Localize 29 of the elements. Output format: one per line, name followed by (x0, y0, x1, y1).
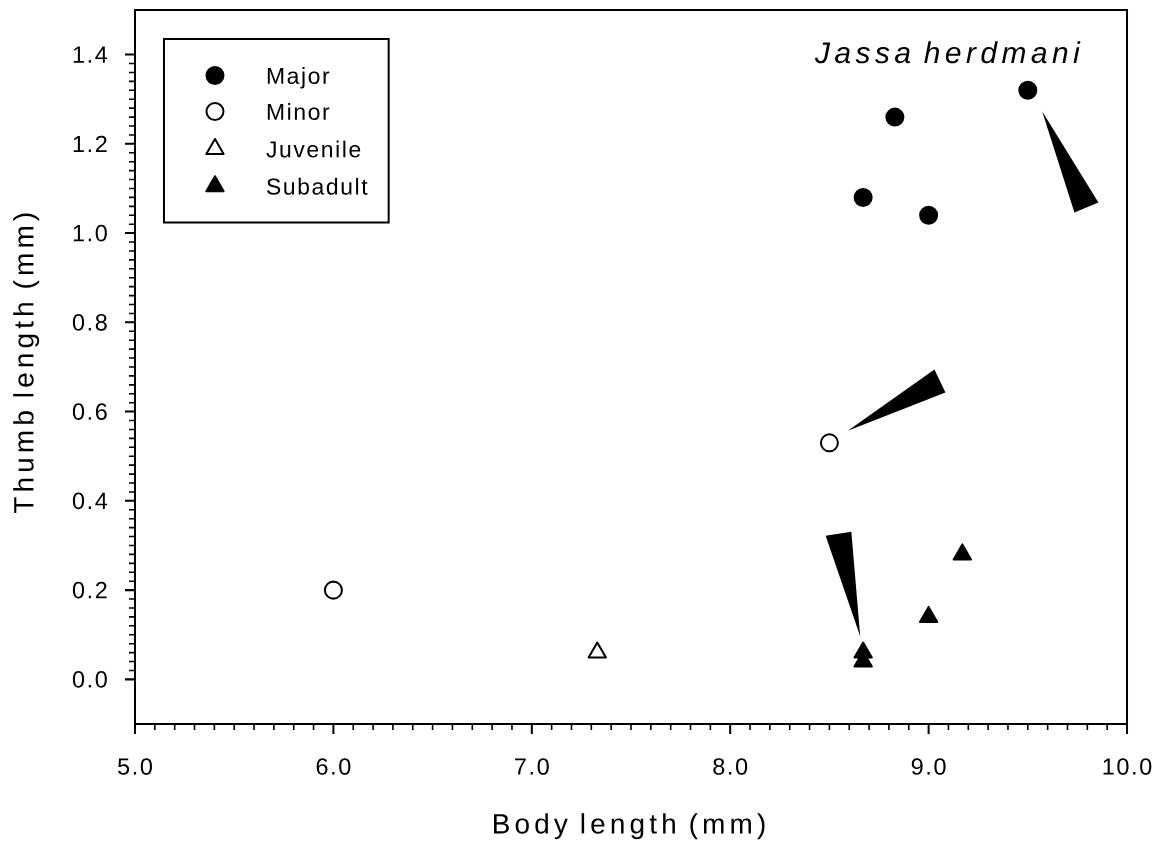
point (587, 641, 607, 659)
x-tick-label: 10.0 (1103, 758, 1152, 775)
y-tick-label: 0.4 (72, 492, 108, 510)
x-tick-label: 8.0 (713, 758, 748, 775)
point (819, 433, 839, 453)
y-tick-label: 0.2 (72, 581, 107, 599)
legend-label: Major (267, 67, 330, 89)
text: Jassa herdmani (814, 41, 1081, 64)
x-axis-title: Body length (mm) (494, 813, 765, 840)
y-tick-label: 0.0 (72, 671, 107, 688)
y-tick-label: 1.2 (73, 135, 107, 153)
point (918, 605, 939, 623)
point (885, 107, 905, 127)
y-tick-label: 1.4 (73, 46, 108, 63)
legend-label: Minor (267, 103, 330, 120)
x-tick-label: 6.0 (316, 758, 351, 775)
point (952, 543, 972, 561)
x-tick-label: 7.0 (515, 758, 549, 775)
y-tick-label: 0.8 (72, 314, 107, 331)
legend-label: Juvenile (266, 140, 361, 158)
legend-label: Subadult (267, 177, 368, 195)
point (1018, 80, 1038, 100)
x-tick-label: 5.0 (118, 758, 152, 775)
x-tick-label: 9.0 (911, 758, 946, 775)
point (853, 187, 873, 207)
point (919, 205, 939, 225)
y-axis-title: Thumb length (mm) (13, 213, 40, 514)
y-tick-label: 0.6 (72, 403, 107, 420)
y-tick-label: 1.0 (73, 224, 107, 242)
